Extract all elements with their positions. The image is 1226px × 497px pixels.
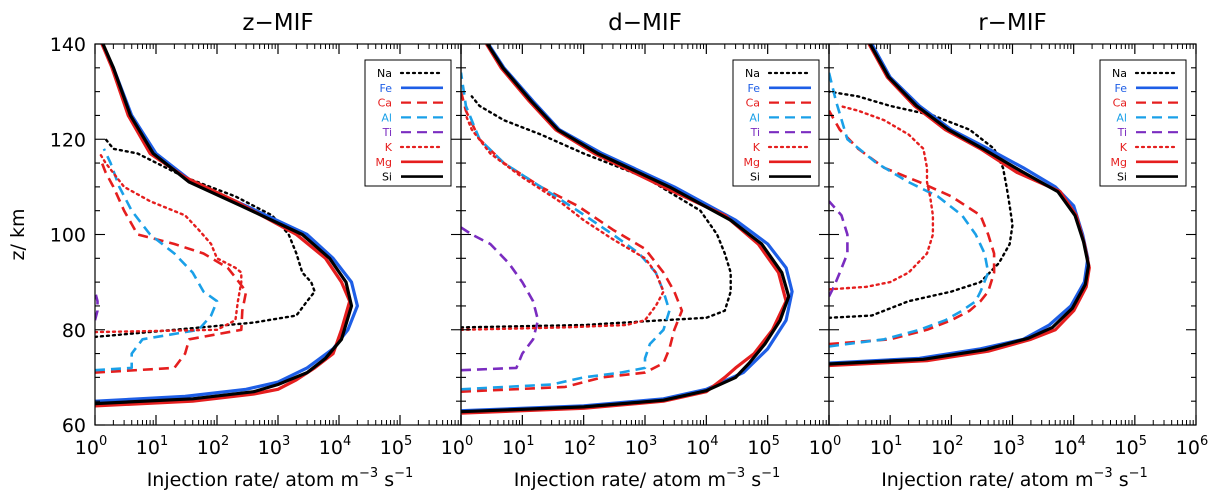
legend-label: Ti <box>1117 126 1127 139</box>
series-line-ca <box>95 162 248 374</box>
legend-label: Na <box>745 67 760 80</box>
legend-label: Ca <box>378 97 392 110</box>
legend-label: Si <box>382 171 392 184</box>
series-line-na <box>95 138 316 339</box>
panel-title: z−MIF <box>242 10 313 36</box>
series-line-al <box>95 148 219 372</box>
legend-label: Na <box>377 67 392 80</box>
legend-label: Na <box>1112 67 1127 80</box>
x-tick-label: 103 <box>625 434 657 459</box>
legend-label: Ti <box>750 126 760 139</box>
series-group <box>829 44 1091 368</box>
legend-label: Al <box>749 111 760 124</box>
series-line-na <box>461 95 732 329</box>
series-line-si <box>461 44 791 414</box>
y-tick-label: 120 <box>50 129 86 151</box>
legend-label: K <box>753 141 761 154</box>
x-tick-label: 105 <box>1115 434 1147 459</box>
x-tick-label: 100 <box>809 434 841 459</box>
x-tick-label: 104 <box>1053 434 1085 459</box>
legend-label: Si <box>750 171 760 184</box>
legend-label: Fe <box>1115 82 1128 95</box>
x-tick-label: 101 <box>870 434 902 459</box>
x-tick-label: 102 <box>197 434 229 459</box>
series-line-ca <box>829 110 996 346</box>
series-line-mg <box>95 44 352 408</box>
x-axis-label: Injection rate/ atom m−3 s−1 <box>147 466 414 491</box>
series-line-ti <box>829 200 849 297</box>
x-tick-label: 101 <box>136 434 168 459</box>
y-tick-label: 60 <box>62 415 86 437</box>
panel-title: r−MIF <box>978 10 1047 36</box>
series-group <box>95 44 359 408</box>
legend-label: Al <box>1116 111 1127 124</box>
series-line-al <box>461 72 671 391</box>
x-tick-label: 100 <box>75 434 107 459</box>
legend-label: Al <box>381 111 392 124</box>
y-tick-label: 140 <box>50 34 86 56</box>
x-tick-label: 105 <box>380 434 412 459</box>
x-axis-label: Injection rate/ atom m−3 s−1 <box>514 466 781 491</box>
y-axis-label: z/ km <box>7 209 29 261</box>
x-tick-label: 100 <box>441 434 473 459</box>
legend-label: Fe <box>748 82 761 95</box>
panel-3: 100 101 102 103 104 105 106 r−MIF Injection rate… <box>809 10 1208 491</box>
legend-box <box>1099 59 1187 187</box>
series-line-ti <box>461 226 540 372</box>
series-group <box>461 44 794 415</box>
legend-label: Mg <box>744 156 760 169</box>
series-line-ti <box>95 291 99 321</box>
x-tick-label: 102 <box>563 434 595 459</box>
series-line-al <box>829 72 990 348</box>
x-tick-label: 103 <box>992 434 1024 459</box>
legend-box <box>732 59 820 187</box>
legend-label: K <box>1120 141 1128 154</box>
y-tick-label: 80 <box>62 320 86 342</box>
x-tick-label: 104 <box>319 434 351 459</box>
legend-label: Ti <box>382 126 392 139</box>
x-tick-label: 101 <box>502 434 534 459</box>
legend-label: Fe <box>380 82 393 95</box>
legend-label: Mg <box>1111 156 1127 169</box>
panel-2: 100 101 102 103 104 105 d−MIF Injection rate/ a… <box>441 10 830 491</box>
x-tick-label: 103 <box>258 434 290 459</box>
series-line-si <box>95 44 354 406</box>
legend-label: Ca <box>1113 97 1127 110</box>
x-axis-label: Injection rate/ atom m−3 s−1 <box>881 466 1148 491</box>
series-line-k <box>829 104 935 291</box>
series-line-k <box>95 152 243 334</box>
panel-1: 100 101 102 103 104 105 60 80 100 120 140 z−MIF Inje… <box>7 10 462 491</box>
legend-label: Si <box>1117 171 1127 184</box>
x-tick-label: 102 <box>931 434 963 459</box>
series-line-fe <box>95 44 359 403</box>
y-tick-label: 100 <box>50 225 86 247</box>
x-tick-label: 105 <box>747 434 779 459</box>
legend-box <box>364 59 452 187</box>
series-line-si <box>829 44 1091 366</box>
panel-title: d−MIF <box>608 10 682 36</box>
legend-label: Ca <box>746 97 760 110</box>
legend-label: Mg <box>376 156 392 169</box>
series-line-na <box>829 90 1014 319</box>
legend-label: K <box>385 141 393 154</box>
series-line-k <box>461 114 665 331</box>
x-tick-label: 104 <box>686 434 718 459</box>
x-tick-label: 106 <box>1176 434 1208 459</box>
